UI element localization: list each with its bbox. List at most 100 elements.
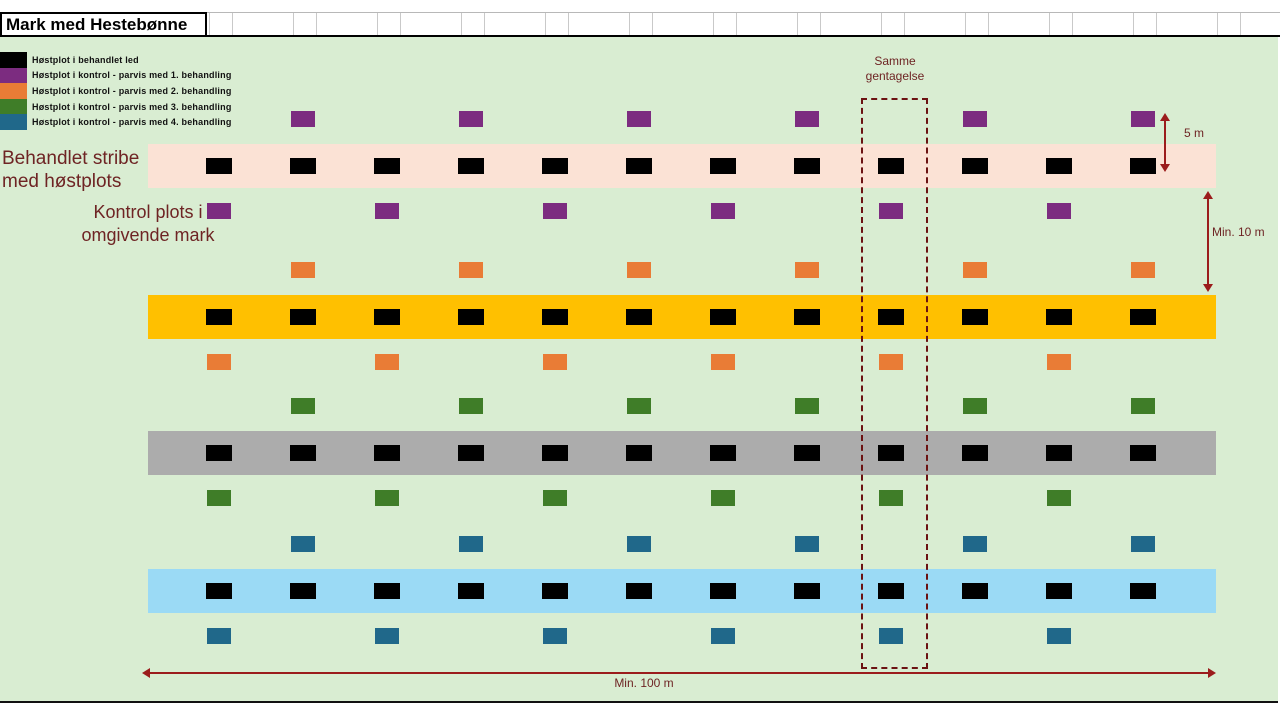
harvest-plot xyxy=(206,309,232,325)
control-plot-behandling-3 xyxy=(459,398,483,414)
control-plot-behandling-2 xyxy=(207,354,231,370)
header-gridline xyxy=(881,13,882,35)
harvest-plot xyxy=(1130,309,1156,325)
harvest-plot xyxy=(290,309,316,325)
harvest-plot xyxy=(206,158,232,174)
control-plot-behandling-3 xyxy=(627,398,651,414)
control-plot-behandling-1 xyxy=(375,203,399,219)
header-gridline xyxy=(797,13,798,35)
harvest-plot xyxy=(458,309,484,325)
control-plot-behandling-1 xyxy=(795,111,819,127)
header-gridline xyxy=(988,13,989,35)
legend-swatch-3 xyxy=(0,83,27,99)
harvest-plot xyxy=(626,583,652,599)
header-gridline xyxy=(293,13,294,35)
control-plot-behandling-2 xyxy=(1047,354,1071,370)
harvest-plot xyxy=(374,158,400,174)
control-plot-behandling-4 xyxy=(711,628,735,644)
control-plot-behandling-4 xyxy=(291,536,315,552)
same-replicate-box xyxy=(861,98,928,669)
control-plots-label: Kontrol plots i omgivende mark xyxy=(78,201,218,247)
dimension-arrow-min-10m xyxy=(1203,191,1213,292)
control-plot-behandling-3 xyxy=(375,490,399,506)
harvest-plot xyxy=(878,583,904,599)
legend-item-label: Høstplot i kontrol - parvis med 3. behan… xyxy=(32,101,232,112)
header-gridline xyxy=(1133,13,1134,35)
harvest-plot xyxy=(794,583,820,599)
control-plot-behandling-4 xyxy=(207,628,231,644)
control-plot-behandling-4 xyxy=(1047,628,1071,644)
control-plot-behandling-1 xyxy=(963,111,987,127)
control-plot-behandling-3 xyxy=(711,490,735,506)
legend-swatch-1 xyxy=(0,52,27,68)
dimension-arrow-min-100m xyxy=(142,668,1216,678)
treated-stripe-behandling-3 xyxy=(148,431,1216,475)
control-plot-behandling-2 xyxy=(711,354,735,370)
control-plots-label-line2: omgivende mark xyxy=(81,225,215,245)
legend-item-1: Høstplot i behandlet led xyxy=(0,52,232,68)
control-plot-behandling-4 xyxy=(963,536,987,552)
harvest-plot xyxy=(542,583,568,599)
control-plots-label-line1: Kontrol plots i xyxy=(93,202,203,222)
harvest-plot xyxy=(206,583,232,599)
legend-swatch-5 xyxy=(0,114,27,130)
control-plot-behandling-2 xyxy=(963,262,987,278)
control-plot-behandling-1 xyxy=(1131,111,1155,127)
header-gridline xyxy=(652,13,653,35)
control-plot-behandling-4 xyxy=(627,536,651,552)
harvest-plot xyxy=(374,445,400,461)
same-replicate-label-line1: Samme xyxy=(874,54,916,68)
header-gridline xyxy=(1217,13,1218,35)
control-plot-behandling-1 xyxy=(543,203,567,219)
control-plot-behandling-2 xyxy=(543,354,567,370)
control-plot-behandling-3 xyxy=(963,398,987,414)
harvest-plot xyxy=(1046,445,1072,461)
legend-item-4: Høstplot i kontrol - parvis med 3. behan… xyxy=(0,98,232,115)
header-gridline xyxy=(568,13,569,35)
header-gridline xyxy=(1049,13,1050,35)
control-plot-behandling-3 xyxy=(291,398,315,414)
same-replicate-label-line2: gentagelse xyxy=(865,69,925,83)
control-plot-behandling-3 xyxy=(1047,490,1071,506)
header-gridline xyxy=(209,13,210,35)
control-plot-behandling-3 xyxy=(207,490,231,506)
harvest-plot xyxy=(1046,309,1072,325)
harvest-plot xyxy=(1130,445,1156,461)
dimension-label-min-100m: Min. 100 m xyxy=(614,676,674,690)
legend-item-3: Høstplot i kontrol - parvis med 2. behan… xyxy=(0,83,232,99)
harvest-plot xyxy=(710,583,736,599)
harvest-plot xyxy=(542,445,568,461)
harvest-plot xyxy=(962,158,988,174)
header-gridline xyxy=(820,13,821,35)
harvest-plot xyxy=(542,158,568,174)
treated-stripe-behandling-4 xyxy=(148,569,1216,613)
legend-item-label: Høstplot i behandlet led xyxy=(32,54,139,65)
treated-strip-label-line1: Behandlet stribe xyxy=(2,148,140,169)
dimension-label-5m: 5 m xyxy=(1184,126,1205,140)
legend-item-2: Høstplot i kontrol - parvis med 1. behan… xyxy=(0,67,232,84)
control-plot-behandling-3 xyxy=(795,398,819,414)
control-plot-behandling-1 xyxy=(627,111,651,127)
legend-swatch-2 xyxy=(0,67,27,84)
dimension-label-min-10m: Min. 10 m xyxy=(1212,225,1265,239)
harvest-plot xyxy=(626,309,652,325)
harvest-plot xyxy=(962,583,988,599)
treated-strip-label-line2: med høstplots xyxy=(2,171,122,192)
header-gridline xyxy=(1072,13,1073,35)
control-plot-behandling-1 xyxy=(459,111,483,127)
control-plot-behandling-4 xyxy=(459,536,483,552)
treated-stripe-behandling-2 xyxy=(148,295,1216,339)
control-plot-behandling-3 xyxy=(879,490,903,506)
harvest-plot xyxy=(626,445,652,461)
harvest-plot xyxy=(290,583,316,599)
control-plot-behandling-1 xyxy=(711,203,735,219)
harvest-plot xyxy=(1130,583,1156,599)
harvest-plot xyxy=(458,583,484,599)
legend-item-5: Høstplot i kontrol - parvis med 4. behan… xyxy=(0,114,232,130)
legend-item-label: Høstplot i kontrol - parvis med 1. behan… xyxy=(32,70,232,81)
harvest-plot xyxy=(710,309,736,325)
page-title: Mark med Hestebønne xyxy=(6,14,188,34)
header-gridline xyxy=(1240,13,1241,35)
harvest-plot xyxy=(206,445,232,461)
control-plot-behandling-3 xyxy=(1131,398,1155,414)
